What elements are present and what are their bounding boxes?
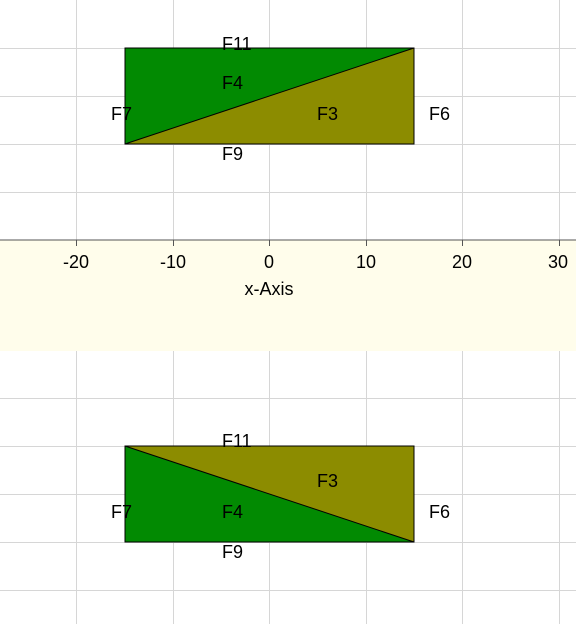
x-tick-label: 10 [356, 252, 376, 272]
axis-band [0, 240, 576, 351]
label-lower-face: F3 [317, 104, 338, 124]
label-left: F7 [111, 104, 132, 124]
label-right: F6 [429, 104, 450, 124]
x-tick-label: 0 [264, 252, 274, 272]
label-bottom: F9 [222, 144, 243, 164]
label-upper-face: F4 [222, 73, 243, 93]
bottom-block [124, 445, 415, 543]
label-bottom: F9 [222, 542, 243, 562]
label-right: F6 [429, 502, 450, 522]
label-upper-face: F3 [317, 471, 338, 491]
label-left: F7 [111, 502, 132, 522]
top-block [124, 47, 415, 145]
x-tick-label: -10 [160, 252, 186, 272]
x-axis-title: x-Axis [245, 279, 294, 299]
label-lower-face: F4 [222, 502, 243, 522]
x-tick-label: 20 [452, 252, 472, 272]
block-outline [124, 47, 415, 145]
block-outline [124, 445, 415, 543]
label-top: F11 [222, 431, 252, 451]
x-tick-label: 30 [548, 252, 568, 272]
x-axis-ticks [76, 240, 560, 246]
label-top: F11 [222, 34, 252, 54]
block-diagonal [124, 445, 415, 543]
x-tick-label: -20 [63, 252, 89, 272]
block-diagonal [124, 47, 415, 145]
